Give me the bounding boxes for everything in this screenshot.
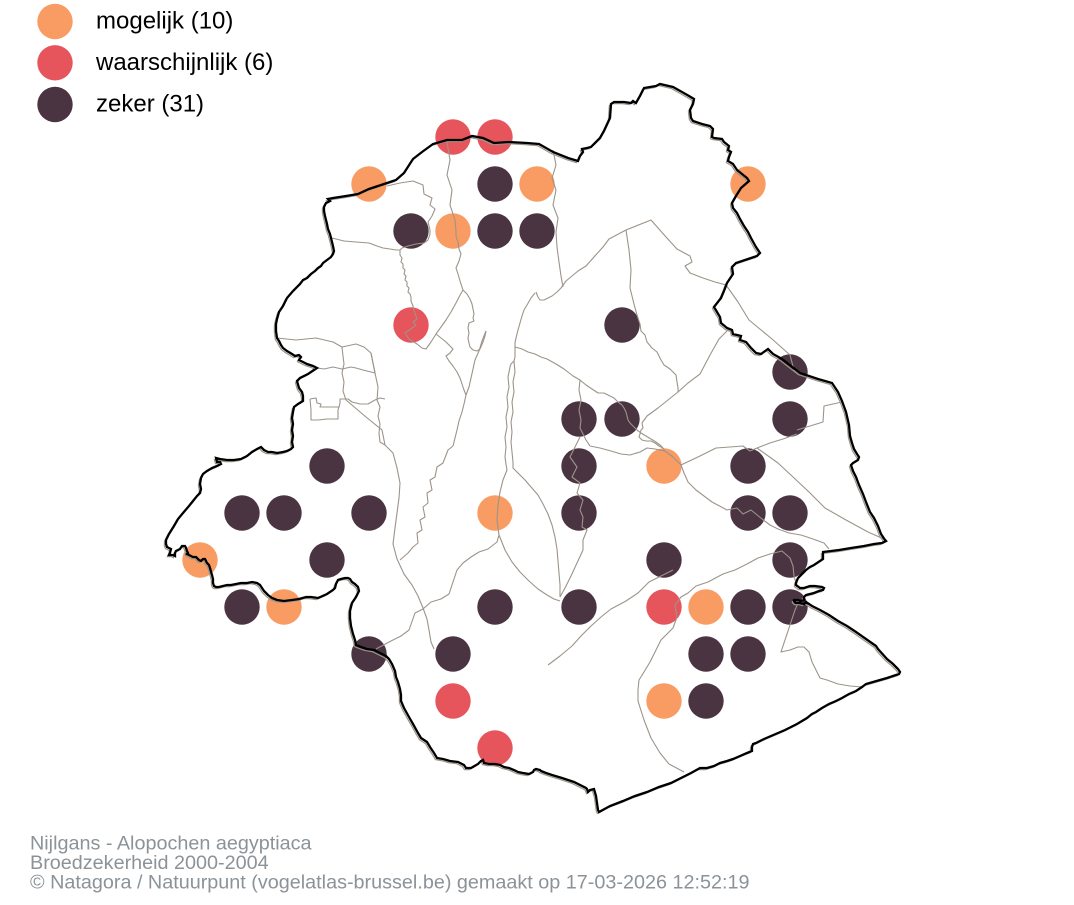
svg-text:Nijlgans - Alopochen aegyptiac: Nijlgans - Alopochen aegyptiaca: [30, 833, 312, 855]
svg-text:© Natagora / Natuurpunt (vogel: © Natagora / Natuurpunt (vogelatlas-brus…: [30, 872, 749, 894]
svg-text:zeker (31): zeker (31): [96, 91, 204, 118]
svg-text:Broedzekerheid 2000-2004: Broedzekerheid 2000-2004: [30, 852, 269, 874]
svg-text:mogelijk (10): mogelijk (10): [96, 8, 233, 35]
svg-text:waarschijnlijk (6): waarschijnlijk (6): [95, 49, 273, 76]
